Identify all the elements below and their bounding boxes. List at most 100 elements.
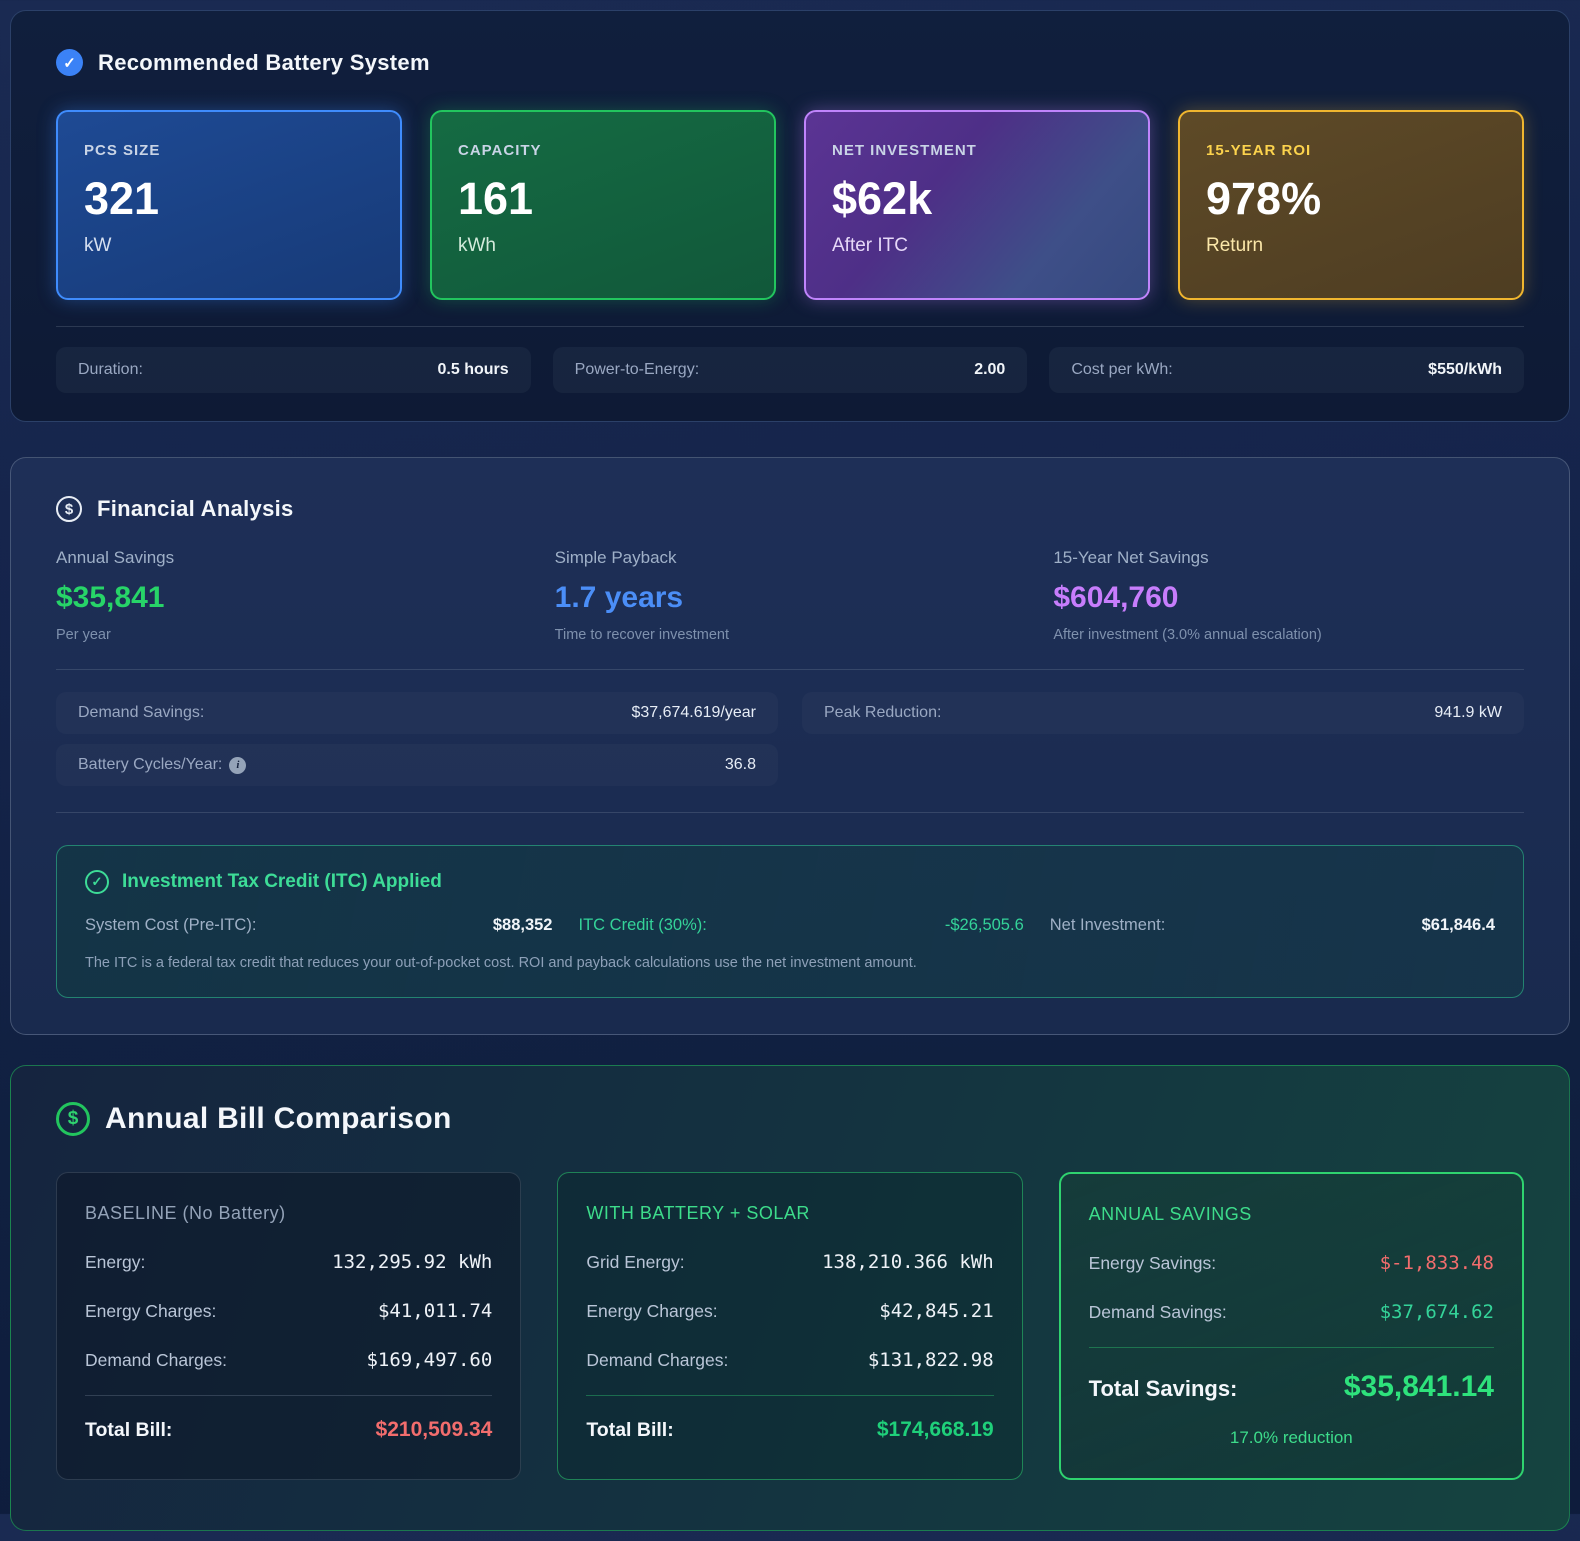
battery-cycles-row: Battery Cycles/Year: i 36.8 — [56, 744, 778, 786]
annual-savings-card: ANNUAL SAVINGS Energy Savings: $-1,833.4… — [1058, 1172, 1524, 1480]
energy-savings-value: $-1,833.48 — [1379, 1252, 1494, 1274]
battery-energy-charges-value: $42,845.21 — [879, 1300, 994, 1322]
recommended-header: ✓ Recommended Battery System — [56, 49, 1524, 76]
detail-spacer — [802, 744, 1524, 786]
baseline-energy-charges-label: Energy Charges: — [85, 1301, 217, 1321]
baseline-demand-charges-value: $169,497.60 — [366, 1349, 493, 1371]
financial-divider-top — [56, 669, 1524, 670]
peak-reduction-label: Peak Reduction: — [824, 704, 942, 721]
net-investment-card: NET INVESTMENT $62k After ITC — [804, 110, 1150, 300]
peak-reduction-value: 941.9 kW — [1434, 704, 1502, 721]
battery-energy-charges-label: Energy Charges: — [586, 1301, 718, 1321]
net-investment-unit: After ITC — [832, 235, 909, 256]
financial-header: $ Financial Analysis — [56, 496, 1524, 522]
capacity-unit: kWh — [458, 235, 496, 256]
itc-net-investment-label: Net Investment: — [1049, 916, 1166, 934]
annual-savings-value: $35,841 — [56, 581, 165, 614]
total-savings-row: Total Savings: $35,841.14 — [1089, 1370, 1494, 1404]
battery-demand-charges-value: $131,822.98 — [867, 1349, 994, 1371]
roi-value: 978% — [1206, 173, 1322, 224]
power-to-energy-spec: Power-to-Energy: 2.00 — [552, 347, 1028, 393]
demand-savings-row: Demand Savings: $37,674.619/year — [56, 692, 778, 734]
annual-savings-title: ANNUAL SAVINGS — [1088, 1204, 1252, 1224]
net-savings-sub: After investment (3.0% annual escalation… — [1053, 627, 1322, 643]
net-investment-item: Net Investment: $61,846.4 — [1050, 916, 1495, 935]
baseline-energy-row: Energy: 132,295.92 kWh — [85, 1251, 492, 1273]
with-battery-total-value: $174,668.19 — [876, 1418, 994, 1441]
itc-note: The ITC is a federal tax credit that red… — [85, 955, 917, 971]
with-battery-total-row: Total Bill: $174,668.19 — [586, 1418, 993, 1442]
financial-title: Financial Analysis — [97, 496, 294, 521]
itc-net-investment-value: $61,846.4 — [1421, 916, 1495, 934]
itc-row: System Cost (Pre-ITC): $88,352 ITC Credi… — [85, 916, 1495, 935]
peak-reduction-row: Peak Reduction: 941.9 kW — [802, 692, 1524, 734]
battery-cycles-label-text: Battery Cycles/Year: — [78, 756, 223, 773]
power-to-energy-value: 2.00 — [974, 361, 1006, 378]
simple-payback-value: 1.7 years — [554, 581, 684, 614]
recommended-title: Recommended Battery System — [98, 49, 430, 75]
capacity-card: CAPACITY 161 kWh — [430, 110, 776, 300]
battery-cycles-label: Battery Cycles/Year: i — [78, 756, 247, 774]
info-icon[interactable]: i — [229, 756, 247, 774]
demand-savings-value: $37,674.619/year — [631, 704, 756, 721]
baseline-energy-value: 132,295.92 kWh — [332, 1251, 493, 1273]
metric-cards: PCS SIZE 321 kW CAPACITY 161 kWh NET INV… — [56, 110, 1524, 300]
recommended-battery-section: ✓ Recommended Battery System PCS SIZE 32… — [10, 10, 1570, 422]
net-investment-value: $62k — [832, 173, 933, 224]
cost-per-kwh-spec: Cost per kWh: $550/kWh — [1049, 347, 1524, 393]
section-divider — [56, 326, 1524, 327]
duration-label: Duration: — [78, 361, 143, 378]
baseline-title: BASELINE (No Battery) — [85, 1203, 286, 1223]
dollar-circle-green-icon: $ — [56, 1102, 90, 1136]
baseline-energy-charges-row: Energy Charges: $41,011.74 — [85, 1300, 492, 1322]
duration-value: 0.5 hours — [437, 361, 509, 378]
battery-cycles-value: 36.8 — [724, 756, 756, 773]
battery-grid-energy-row: Grid Energy: 138,210.366 kWh — [586, 1251, 993, 1273]
itc-header: ✓ Investment Tax Credit (ITC) Applied — [85, 870, 1495, 894]
power-to-energy-label: Power-to-Energy: — [574, 361, 700, 378]
financial-details: Demand Savings: $37,674.619/year Peak Re… — [56, 692, 1524, 786]
demand-savings-label: Demand Savings: — [78, 704, 205, 721]
baseline-demand-charges-row: Demand Charges: $169,497.60 — [85, 1349, 492, 1371]
total-savings-label: Total Savings: — [1088, 1376, 1238, 1401]
check-circle-icon: ✓ — [85, 870, 109, 894]
financial-divider-bottom — [56, 812, 1524, 813]
system-cost-label: System Cost (Pre-ITC): — [85, 916, 257, 934]
net-savings-label: 15-Year Net Savings — [1053, 548, 1209, 567]
baseline-demand-charges-label: Demand Charges: — [85, 1350, 228, 1370]
battery-grid-energy-label: Grid Energy: — [586, 1252, 685, 1272]
baseline-energy-label: Energy: — [85, 1252, 146, 1272]
baseline-total-label: Total Bill: — [85, 1419, 173, 1441]
pcs-size-card: PCS SIZE 321 kW — [56, 110, 402, 300]
baseline-card: BASELINE (No Battery) Energy: 132,295.92… — [56, 1172, 522, 1480]
net-savings-value: $604,760 — [1053, 581, 1179, 614]
itc-box: ✓ Investment Tax Credit (ITC) Applied Sy… — [56, 845, 1524, 998]
bill-header: $ Annual Bill Comparison — [56, 1102, 1524, 1136]
savings-divider — [1088, 1347, 1494, 1348]
annual-savings-label: Annual Savings — [56, 548, 175, 567]
roi-card: 15-YEAR ROI 978% Return — [1178, 110, 1524, 300]
net-savings-stat: 15-Year Net Savings $604,760 After inves… — [1053, 548, 1524, 643]
with-battery-total-label: Total Bill: — [586, 1419, 674, 1441]
with-battery-card: WITH BATTERY + SOLAR Grid Energy: 138,21… — [557, 1172, 1023, 1480]
pcs-size-value: 321 — [84, 173, 160, 224]
pcs-size-unit: kW — [84, 235, 112, 256]
reduction-note: 17.0% reduction — [1229, 1428, 1353, 1447]
baseline-total-value: $210,509.34 — [375, 1418, 493, 1441]
simple-payback-sub: Time to recover investment — [554, 627, 729, 643]
battery-demand-charges-row: Demand Charges: $131,822.98 — [586, 1349, 993, 1371]
dollar-circle-icon: $ — [56, 496, 82, 522]
battery-energy-charges-row: Energy Charges: $42,845.21 — [586, 1300, 993, 1322]
capacity-label: CAPACITY — [458, 142, 542, 159]
bill-cards: BASELINE (No Battery) Energy: 132,295.92… — [56, 1172, 1524, 1480]
battery-demand-charges-label: Demand Charges: — [586, 1350, 729, 1370]
capacity-value: 161 — [458, 173, 534, 224]
itc-title: Investment Tax Credit (ITC) Applied — [122, 871, 442, 892]
energy-savings-row: Energy Savings: $-1,833.48 — [1089, 1252, 1494, 1274]
cost-per-kwh-value: $550/kWh — [1428, 361, 1502, 378]
annual-savings-stat: Annual Savings $35,841 Per year — [56, 548, 527, 643]
itc-credit-item: ITC Credit (30%): -$26,505.6 — [579, 916, 1024, 935]
itc-credit-label: ITC Credit (30%): — [578, 916, 707, 934]
annual-savings-sub: Per year — [56, 627, 111, 643]
